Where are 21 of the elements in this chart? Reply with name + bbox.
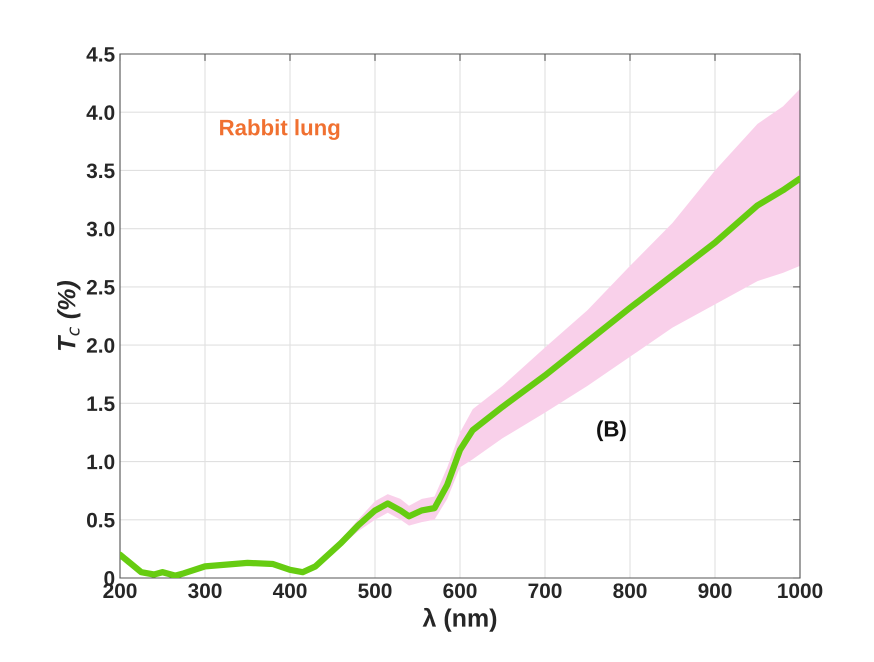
y-tick-label: 1.0 xyxy=(87,454,114,470)
annotation: (B) xyxy=(597,420,626,442)
y-axis-title: T$_{c}$ (%) xyxy=(57,280,80,350)
x-axis-title: λ (nm) xyxy=(422,608,496,632)
x-tick-label: 900 xyxy=(698,583,732,598)
x-tick-label: 400 xyxy=(272,583,307,598)
y-tick-label: 0.5 xyxy=(87,512,115,528)
y-tick-label: 4.5 xyxy=(86,47,115,62)
y-tick-label: 3.5 xyxy=(86,163,115,178)
x-tick-label: 300 xyxy=(188,583,222,598)
y-tick-label: 4.0 xyxy=(86,105,114,120)
y-tick-label: 1.5 xyxy=(87,396,115,412)
y-tick-label: 2.5 xyxy=(86,280,115,295)
annotation: Rabbit lung xyxy=(220,119,340,140)
x-tick-label: 600 xyxy=(443,583,477,598)
x-tick-label: 700 xyxy=(528,583,562,598)
y-tick-label: 3.0 xyxy=(86,222,114,236)
x-tick-label: 800 xyxy=(613,583,647,598)
x-tick-label: 500 xyxy=(358,583,392,598)
y-tick-label: 2.0 xyxy=(86,338,114,353)
x-tick-label: 1000 xyxy=(778,583,822,598)
